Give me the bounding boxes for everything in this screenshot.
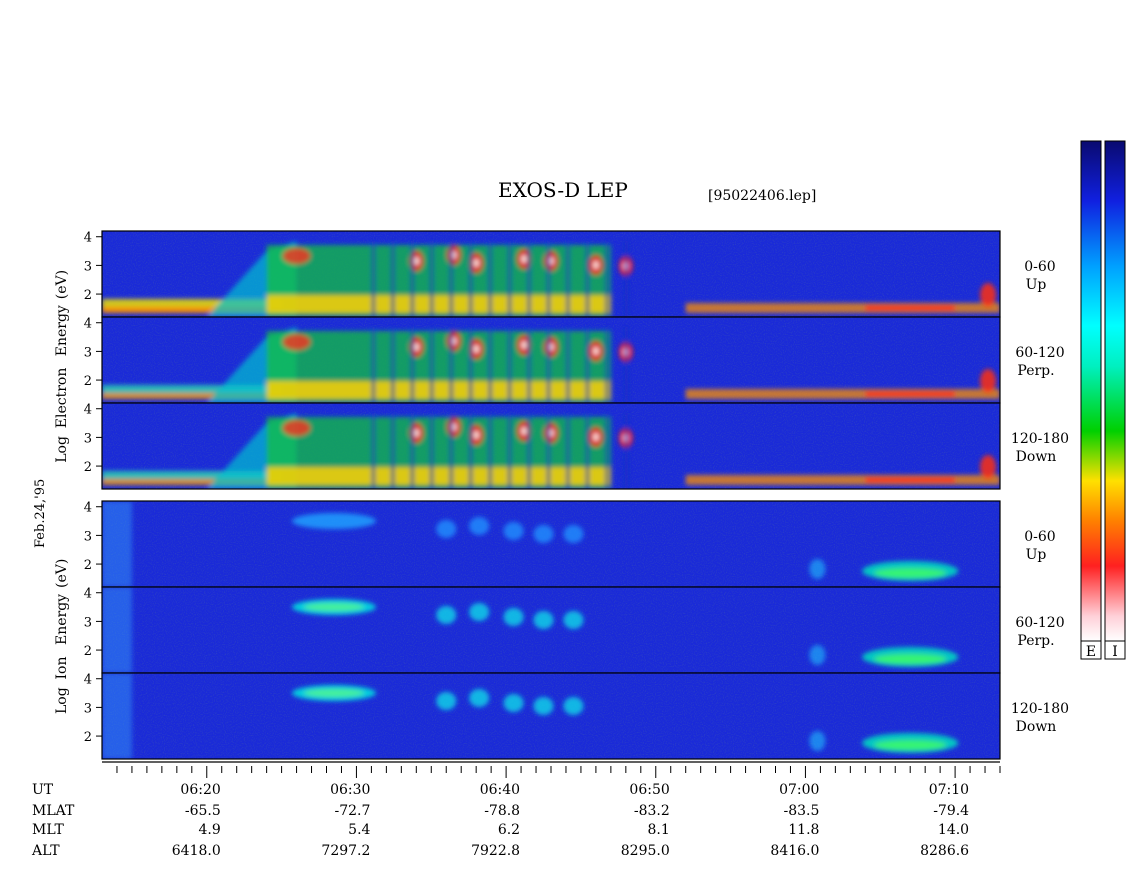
colorbar-e: [1080, 140, 1102, 642]
colorbar-label-box: [1104, 640, 1126, 660]
species-ion: 2 3 4 0-60 Up 2 3 4 60-120 Perp. 2 3 4 120-180 Down Log…: [54, 500, 1069, 760]
ephemeris-value: -83.2: [634, 803, 670, 819]
y-axis-label-part: Log: [54, 436, 70, 463]
y-tick-label: 4: [84, 673, 92, 688]
panel-ion-0: 2 3 4 0-60 Up: [84, 500, 1056, 588]
file-label: [95022406.lep]: [708, 188, 816, 204]
y-tick-label: 4: [84, 501, 92, 516]
ephemeris-value: 07:00: [779, 782, 819, 798]
panel-direction-label: Perp.: [1017, 633, 1054, 649]
y-axis-label-part: Log: [54, 687, 70, 714]
ephemeris-row-name: MLT: [32, 822, 64, 838]
y-axis-label-part: Ion: [54, 657, 70, 680]
y-axis-label-part: (eV): [54, 559, 70, 588]
species-electron: 2 3 4 0-60 Up 2 3 4 60-120 Perp. 2 3 4 120-180 Down Log…: [54, 230, 1069, 490]
panel-direction-label: Up: [1026, 547, 1047, 563]
ephemeris-value: 6418.0: [172, 843, 221, 859]
ephemeris-row-name: ALT: [31, 843, 60, 859]
ephemeris-value: 06:20: [180, 782, 220, 798]
y-tick-label: 4: [84, 403, 92, 418]
ephemeris-row-name: UT: [32, 782, 54, 798]
y-tick-label: 4: [84, 231, 92, 246]
ephemeris-value: 11.8: [788, 822, 819, 838]
ephemeris-value: -83.5: [784, 803, 820, 819]
ephemeris-value: 8416.0: [770, 843, 819, 859]
y-axis-label-part: Energy: [54, 594, 70, 645]
y-tick-label: 2: [84, 730, 92, 745]
ephemeris-value: 14.0: [938, 822, 969, 838]
ephemeris-value: -79.4: [933, 803, 969, 819]
ephemeris-value: 6.2: [498, 822, 520, 838]
panel-direction-label: Up: [1026, 277, 1047, 293]
panel-angle-label: 60-120: [1015, 615, 1064, 631]
y-axis-label-part: Electron: [54, 368, 70, 429]
y-tick-label: 2: [84, 558, 92, 573]
colorbar-label: E: [1086, 644, 1096, 660]
ephemeris-value: 7297.2: [321, 843, 370, 859]
y-tick-label: 3: [84, 431, 92, 446]
panel-direction-label: Down: [1016, 449, 1057, 465]
colorbar-label: I: [1112, 644, 1118, 660]
chart-title: EXOS-D LEP: [498, 178, 628, 202]
y-tick-label: 2: [84, 644, 92, 659]
ephemeris-value: -65.5: [185, 803, 221, 819]
date-label: Feb.24,'95: [33, 479, 48, 548]
y-tick-label: 3: [84, 345, 92, 360]
y-tick-label: 3: [84, 529, 92, 544]
y-axis-label: Log Ion Energy (eV): [54, 559, 70, 714]
panel-electron-2: 2 3 4 120-180 Down: [84, 402, 1069, 490]
panel-ion-2: 2 3 4 120-180 Down: [84, 672, 1069, 760]
y-tick-label: 4: [84, 587, 92, 602]
ephemeris-value: 7922.8: [471, 843, 520, 859]
species-panels: 2 3 4 0-60 Up 2 3 4 60-120 Perp. 2 3 4 120-180 Down Log…: [54, 230, 1069, 760]
panel-frame: [101, 402, 1001, 490]
ephemeris-table: UT 06:20 06:30 06:40 06:50 07:00 07:10 MLAT -65.…: [31, 782, 969, 859]
panel-direction-label: Down: [1016, 719, 1057, 735]
y-tick-label: 3: [84, 615, 92, 630]
panel-angle-label: 60-120: [1015, 345, 1064, 361]
panel-angle-label: 0-60: [1024, 259, 1055, 275]
y-axis-label-part: (eV): [54, 270, 70, 299]
ephemeris-value: 4.9: [199, 822, 221, 838]
ephemeris-value: 8295.0: [621, 843, 670, 859]
y-tick-label: 2: [84, 460, 92, 475]
y-axis-label-part: Energy: [54, 305, 70, 356]
y-tick-label: 3: [84, 701, 92, 716]
ephemeris-value: 8.1: [648, 822, 670, 838]
y-tick-label: 2: [84, 374, 92, 389]
panel-angle-label: 0-60: [1024, 529, 1055, 545]
ephemeris-value: -72.7: [335, 803, 371, 819]
panel-direction-label: Perp.: [1017, 363, 1054, 379]
panel-angle-label: 120-180: [1011, 431, 1069, 447]
panel-angle-label: 120-180: [1011, 701, 1069, 717]
ephemeris-value: 8286.6: [920, 843, 969, 859]
colorbar-i: [1104, 140, 1126, 642]
ephemeris-value: 5.4: [348, 822, 370, 838]
ephemeris-value: 06:50: [629, 782, 669, 798]
ephemeris-row-name: MLAT: [32, 803, 75, 819]
y-tick-label: 3: [84, 259, 92, 274]
panel-frame: [101, 672, 1001, 760]
panel-ion-1: 2 3 4 60-120 Perp.: [84, 586, 1065, 674]
panel-electron-1: 2 3 4 60-120 Perp.: [84, 316, 1065, 404]
ephemeris-value: 06:40: [480, 782, 520, 798]
ephemeris-value: 06:30: [330, 782, 370, 798]
panel-electron-0: 2 3 4 0-60 Up: [84, 230, 1056, 318]
y-axis-label: Log Electron Energy (eV): [54, 270, 70, 463]
y-tick-label: 2: [84, 288, 92, 303]
time-axis: [102, 761, 1001, 778]
ephemeris-value: 07:10: [929, 782, 969, 798]
ephemeris-value: -78.8: [484, 803, 520, 819]
colorbar-label-box: [1080, 640, 1102, 660]
y-tick-label: 4: [84, 317, 92, 332]
